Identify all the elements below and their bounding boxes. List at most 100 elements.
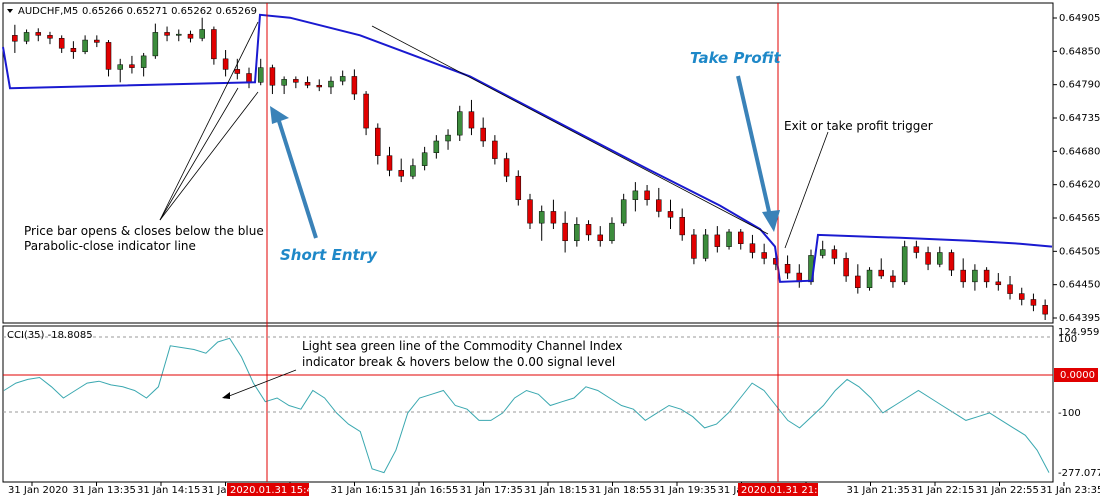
candle-body bbox=[609, 222, 615, 242]
candle-body bbox=[527, 199, 533, 224]
cci-line bbox=[3, 337, 1050, 474]
candle-body bbox=[351, 76, 358, 95]
candle-body bbox=[620, 199, 627, 224]
candle-body bbox=[819, 249, 826, 256]
cci-path bbox=[3, 337, 1050, 474]
time-tick-label: 31 Jan 2020 bbox=[8, 485, 68, 496]
candle-body bbox=[58, 38, 65, 49]
take-profit-arrow-head-icon bbox=[762, 210, 780, 232]
candle-body bbox=[129, 64, 135, 68]
candle-body bbox=[538, 211, 545, 224]
candle-body bbox=[843, 258, 849, 277]
note-pointer-line bbox=[159, 91, 259, 221]
cci-top-label: 124.9598 bbox=[1058, 327, 1100, 338]
candle-body bbox=[281, 79, 287, 86]
ohlc-readout: 0.65266 0.65271 0.65262 0.65269 bbox=[82, 6, 257, 17]
candle-body bbox=[375, 127, 381, 156]
cci-current-value: 0.0000 bbox=[1060, 370, 1095, 381]
candle-body bbox=[585, 224, 592, 236]
candle-body bbox=[995, 281, 1002, 286]
time-tick-label: 31 Jan 13:35 bbox=[73, 485, 136, 496]
candle-body bbox=[667, 211, 674, 218]
parabolic-close-line bbox=[2, 13, 1053, 283]
candle-body bbox=[1042, 305, 1048, 315]
candle-body bbox=[339, 76, 346, 82]
price-bar-note-line1: Price bar opens & closes below the blue bbox=[24, 224, 264, 238]
cci-note-line1: Light sea green line of the Commodity Ch… bbox=[302, 339, 623, 353]
time-tick-label: 31 Jan 21:35 bbox=[847, 485, 910, 496]
candle-body bbox=[105, 42, 112, 70]
candle-body bbox=[644, 190, 650, 200]
candle-body bbox=[35, 32, 42, 36]
candle-body bbox=[492, 140, 498, 159]
candle-body bbox=[925, 252, 931, 265]
candle-body bbox=[972, 269, 978, 283]
candle-body bbox=[948, 252, 955, 271]
candle-body bbox=[480, 127, 486, 142]
candle-body bbox=[890, 275, 896, 283]
candle-body bbox=[1030, 299, 1037, 306]
symbol-timeframe: AUDCHF,M5 bbox=[18, 6, 78, 17]
short-entry-arrow bbox=[276, 117, 318, 239]
take-profit-arrow bbox=[736, 75, 772, 217]
candle-body bbox=[597, 234, 603, 242]
price-tick-label: 0.64905 bbox=[1059, 13, 1100, 24]
candle-body bbox=[234, 69, 241, 74]
time-tick-label: 31 Jan 18:55 bbox=[589, 485, 652, 496]
candle-body bbox=[12, 35, 18, 42]
candle-body bbox=[187, 33, 194, 39]
candle-body bbox=[140, 55, 147, 68]
candle-body bbox=[82, 39, 88, 53]
price-axis: 0.64905 0.64850 0.64790 0.64735 0.64680 0.646… bbox=[1053, 13, 1100, 324]
time-tick-label: 31 Jan 22:15 bbox=[911, 485, 974, 496]
note-pointer-line bbox=[159, 21, 259, 221]
candle-body bbox=[176, 33, 182, 36]
candle-body bbox=[47, 35, 53, 39]
candle-body bbox=[726, 231, 732, 247]
time-tick-label: 31 Jan 16:55 bbox=[395, 485, 458, 496]
collapse-arrow-icon[interactable] bbox=[7, 9, 13, 13]
candle-body bbox=[714, 234, 721, 247]
candle-body bbox=[937, 252, 943, 265]
time-tick-label: 31 Jan 16:15 bbox=[331, 485, 394, 496]
candle-body bbox=[691, 234, 697, 259]
entry-time-badge bbox=[227, 483, 309, 496]
parabolic-path bbox=[2, 13, 1053, 283]
price-tick-label: 0.64450 bbox=[1059, 280, 1100, 291]
time-axis: 31 Jan 2020 31 Jan 13:35 31 Jan 14:15 31 Ja… bbox=[8, 482, 1100, 496]
candle-body bbox=[784, 263, 791, 274]
entry-time-label: 2020.01.31 15:40 bbox=[230, 485, 319, 496]
cci-title: CCI(35) -18.8085 bbox=[7, 330, 93, 341]
price-tick-label: 0.64620 bbox=[1059, 180, 1100, 191]
candle-body bbox=[632, 190, 639, 200]
candle-body bbox=[23, 32, 30, 42]
time-tick-label: 31 Jan 17:35 bbox=[460, 485, 523, 496]
price-tick-label: 0.64565 bbox=[1059, 213, 1100, 224]
time-tick-label: 31 Jan 19:35 bbox=[653, 485, 716, 496]
cci-plus100-label: 100 bbox=[1058, 334, 1077, 345]
price-panel[interactable] bbox=[2, 2, 1054, 324]
price-tick-label: 0.64680 bbox=[1059, 146, 1100, 157]
candle-body bbox=[761, 252, 767, 259]
candle-body bbox=[94, 39, 100, 43]
candle-body bbox=[457, 111, 463, 136]
candle-body bbox=[304, 82, 311, 86]
time-tick-label: 31 Jan 14:15 bbox=[137, 485, 200, 496]
candle-body bbox=[211, 29, 217, 60]
candle-body bbox=[117, 64, 123, 70]
price-bar-note-line2: Parabolic-close indicator line bbox=[24, 239, 196, 253]
candle-body bbox=[363, 93, 369, 129]
candle-body bbox=[749, 243, 756, 253]
cci-panel[interactable] bbox=[2, 325, 1054, 483]
candle-body bbox=[328, 80, 334, 88]
candle-body bbox=[855, 275, 861, 288]
candles bbox=[12, 17, 1048, 320]
exit-pointer-line bbox=[784, 131, 829, 249]
price-tick-label: 0.64505 bbox=[1059, 246, 1100, 257]
candle-body bbox=[702, 234, 709, 259]
candle-body bbox=[656, 199, 662, 212]
cci-note-pointer bbox=[223, 369, 297, 399]
candle-body bbox=[901, 246, 908, 283]
candle-body bbox=[386, 155, 393, 171]
